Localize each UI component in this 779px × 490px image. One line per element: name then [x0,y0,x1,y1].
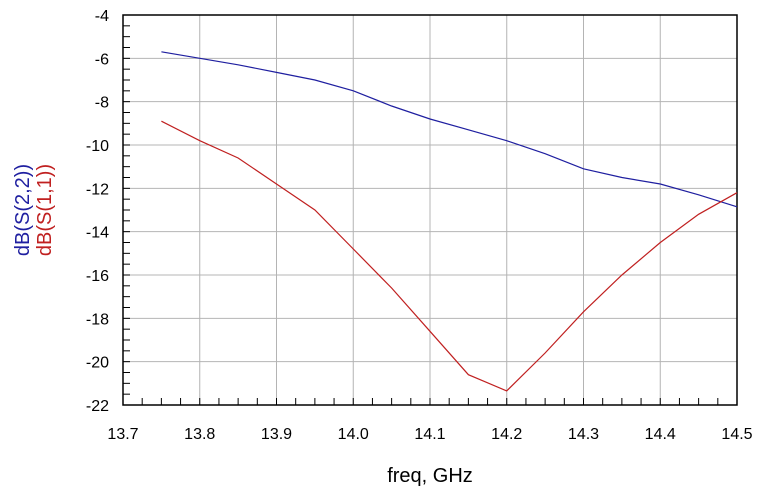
x-tick-label: 14.3 [568,426,599,443]
series-line-s22 [161,51,738,208]
y-tick-label: -18 [86,311,109,328]
y-tick-label: -22 [86,398,109,415]
y-tick-label: -16 [86,268,109,285]
x-tick-label: 14.0 [338,426,369,443]
y-tick-label: -12 [86,181,109,198]
y-tick-label: -10 [86,138,109,155]
x-tick-label: 14.2 [491,426,522,443]
x-tick-label: 14.4 [645,426,676,443]
y-axis-titles: dB(S(2,2)) dB(S(1,1)) [12,164,56,256]
x-tick-label: 13.9 [261,426,292,443]
series-line-s11 [161,120,738,392]
series-group [161,51,738,392]
x-tick-label: 14.5 [721,426,752,443]
y-tick-label: -6 [95,51,109,68]
y-tick-label: -8 [95,95,109,112]
y-tick-label: -20 [86,355,109,372]
x-axis-title: freq, GHz [387,465,473,487]
minor-ticks [122,14,738,406]
x-tick-labels: 13.7 13.8 13.9 14.0 14.1 14.2 14.3 14.4 14.5 [107,426,752,443]
x-tick-label: 13.8 [184,426,215,443]
y-tick-label: -4 [95,8,109,25]
x-tick-label: 14.1 [414,426,445,443]
y-tick-labels: -4 -6 -8 -10 -12 -14 -16 -18 -20 -22 [86,8,109,415]
y-tick-label: -14 [86,225,109,242]
grid-lines [122,14,738,406]
x-tick-label: 13.7 [107,426,138,443]
y-axis-title-s22: dB(S(2,2)) [12,164,34,256]
y-axis-title-s11: dB(S(1,1)) [34,164,56,256]
